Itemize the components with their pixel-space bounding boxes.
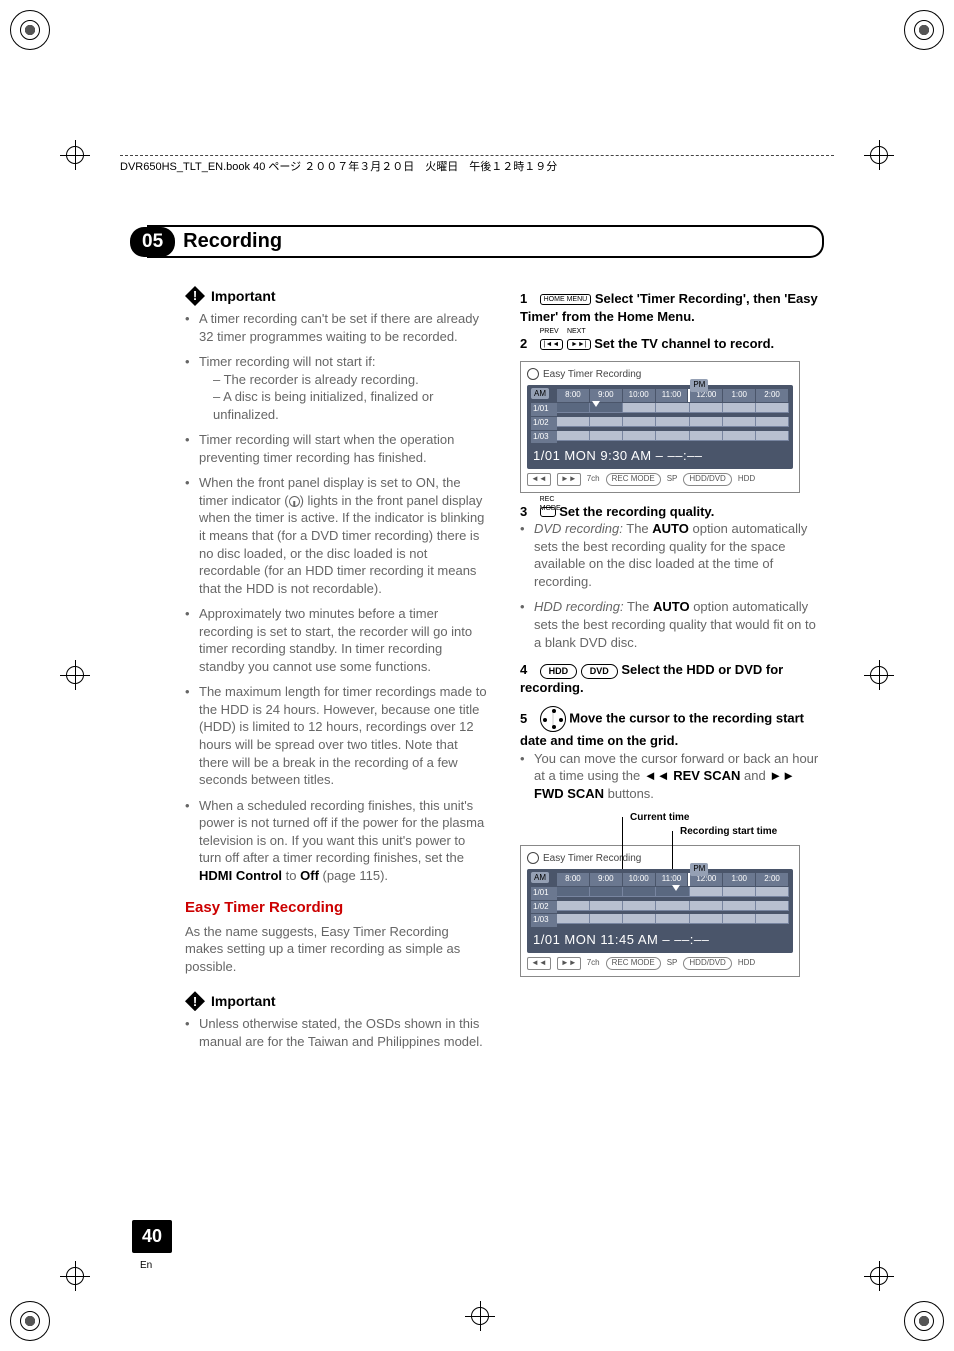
important-heading: ! Important [185, 991, 490, 1011]
hdd-pill: HDD [540, 664, 578, 679]
chapter-number: 05 [130, 227, 175, 257]
crosshair-mark [465, 1301, 495, 1331]
sub-bullet: – A disc is being initialized, finalized… [199, 388, 490, 423]
print-mark [904, 1301, 944, 1341]
right-column: 1 HOME MENU Select 'Timer Recording', th… [520, 280, 825, 1058]
print-header-text: DVR650HS_TLT_EN.book 40 ページ ２００７年３月２０日 火… [120, 161, 557, 173]
section-intro: As the name suggests, Easy Timer Recordi… [185, 923, 490, 976]
next-small-icon: ►► [557, 957, 581, 970]
step-4: 4 HDD DVD Select the HDD or DVD for reco… [520, 661, 825, 696]
hdmi-control-label: HDMI Control [199, 868, 282, 883]
crosshair-mark [60, 140, 90, 170]
bullet: DVD recording: The AUTO option automatic… [520, 520, 825, 590]
left-column: ! Important A timer recording can't be s… [185, 280, 490, 1058]
timer-icon [289, 496, 300, 507]
next-small-icon: ►► [557, 473, 581, 486]
current-time-annot: Current time [630, 811, 689, 825]
important-heading: ! Important [185, 286, 490, 306]
important-label: Important [211, 287, 276, 306]
timer-screenshot-2: Easy Timer Recording AM 8:00 9:00 10:00 … [520, 845, 800, 977]
sub-bullet: – The recorder is already recording. [199, 371, 490, 389]
print-header: DVR650HS_TLT_EN.book 40 ページ ２００７年３月２０日 火… [120, 155, 834, 174]
timer-status: 1/01 MON 11:45 AM – ––:–– [531, 927, 789, 949]
next-icon: ►►| [567, 339, 591, 350]
crosshair-mark [864, 1261, 894, 1291]
clock-icon [527, 368, 539, 380]
bullet: You can move the cursor forward or back … [520, 750, 825, 803]
step-2: 2 PREV |◄◄ NEXT ►►| Set the TV channel t… [520, 335, 825, 353]
bullet: Approximately two minutes before a timer… [185, 605, 490, 675]
home-menu-icon: HOME MENU [540, 294, 592, 305]
crosshair-mark [60, 1261, 90, 1291]
dvd-pill: DVD [581, 664, 618, 679]
prev-small-icon: ◄◄ [527, 473, 551, 486]
hdmi-off-label: Off [300, 868, 319, 883]
prev-icon: |◄◄ [540, 339, 564, 350]
bullet: When a scheduled recording finishes, thi… [185, 797, 490, 885]
bullet: When the front panel display is set to O… [185, 474, 490, 597]
timer-status: 1/01 MON 9:30 AM – ––:–– [531, 443, 789, 465]
prev-small-icon: ◄◄ [527, 957, 551, 970]
crosshair-mark [864, 140, 894, 170]
chapter-title: Recording [147, 225, 824, 258]
print-mark [904, 10, 944, 50]
clock-icon [527, 852, 539, 864]
timer-screenshot-1: Easy Timer Recording AM 8:00 9:00 10:00 … [520, 361, 800, 493]
step-3: 3 REC MODE Set the recording quality. [520, 503, 825, 521]
rev-scan-label: ◄◄ REV SCAN [644, 768, 741, 783]
bullet: HDD recording: The AUTO option automatic… [520, 598, 825, 651]
important-icon: ! [185, 991, 205, 1011]
recording-start-annot: Recording start time [680, 825, 777, 839]
print-mark [10, 1301, 50, 1341]
step-1: 1 HOME MENU Select 'Timer Recording', th… [520, 290, 825, 325]
bullet: The maximum length for timer recordings … [185, 683, 490, 788]
page-language: En [140, 1260, 152, 1271]
easy-timer-heading: Easy Timer Recording [185, 898, 490, 918]
step-5: 5 Move the cursor to the recording start… [520, 706, 825, 750]
crosshair-mark [60, 660, 90, 690]
bullet: Timer recording will not start if: – The… [185, 353, 490, 423]
bullet: A timer recording can't be set if there … [185, 310, 490, 345]
important-icon: ! [185, 286, 205, 306]
important-label: Important [211, 992, 276, 1011]
chapter-bar: 05 Recording [130, 225, 824, 258]
bullet: Timer recording will start when the oper… [185, 431, 490, 466]
dpad-icon [540, 706, 566, 732]
print-mark [10, 10, 50, 50]
crosshair-mark [864, 660, 894, 690]
page-number: 40 [132, 1220, 172, 1253]
bullet: Unless otherwise stated, the OSDs shown … [185, 1015, 490, 1050]
